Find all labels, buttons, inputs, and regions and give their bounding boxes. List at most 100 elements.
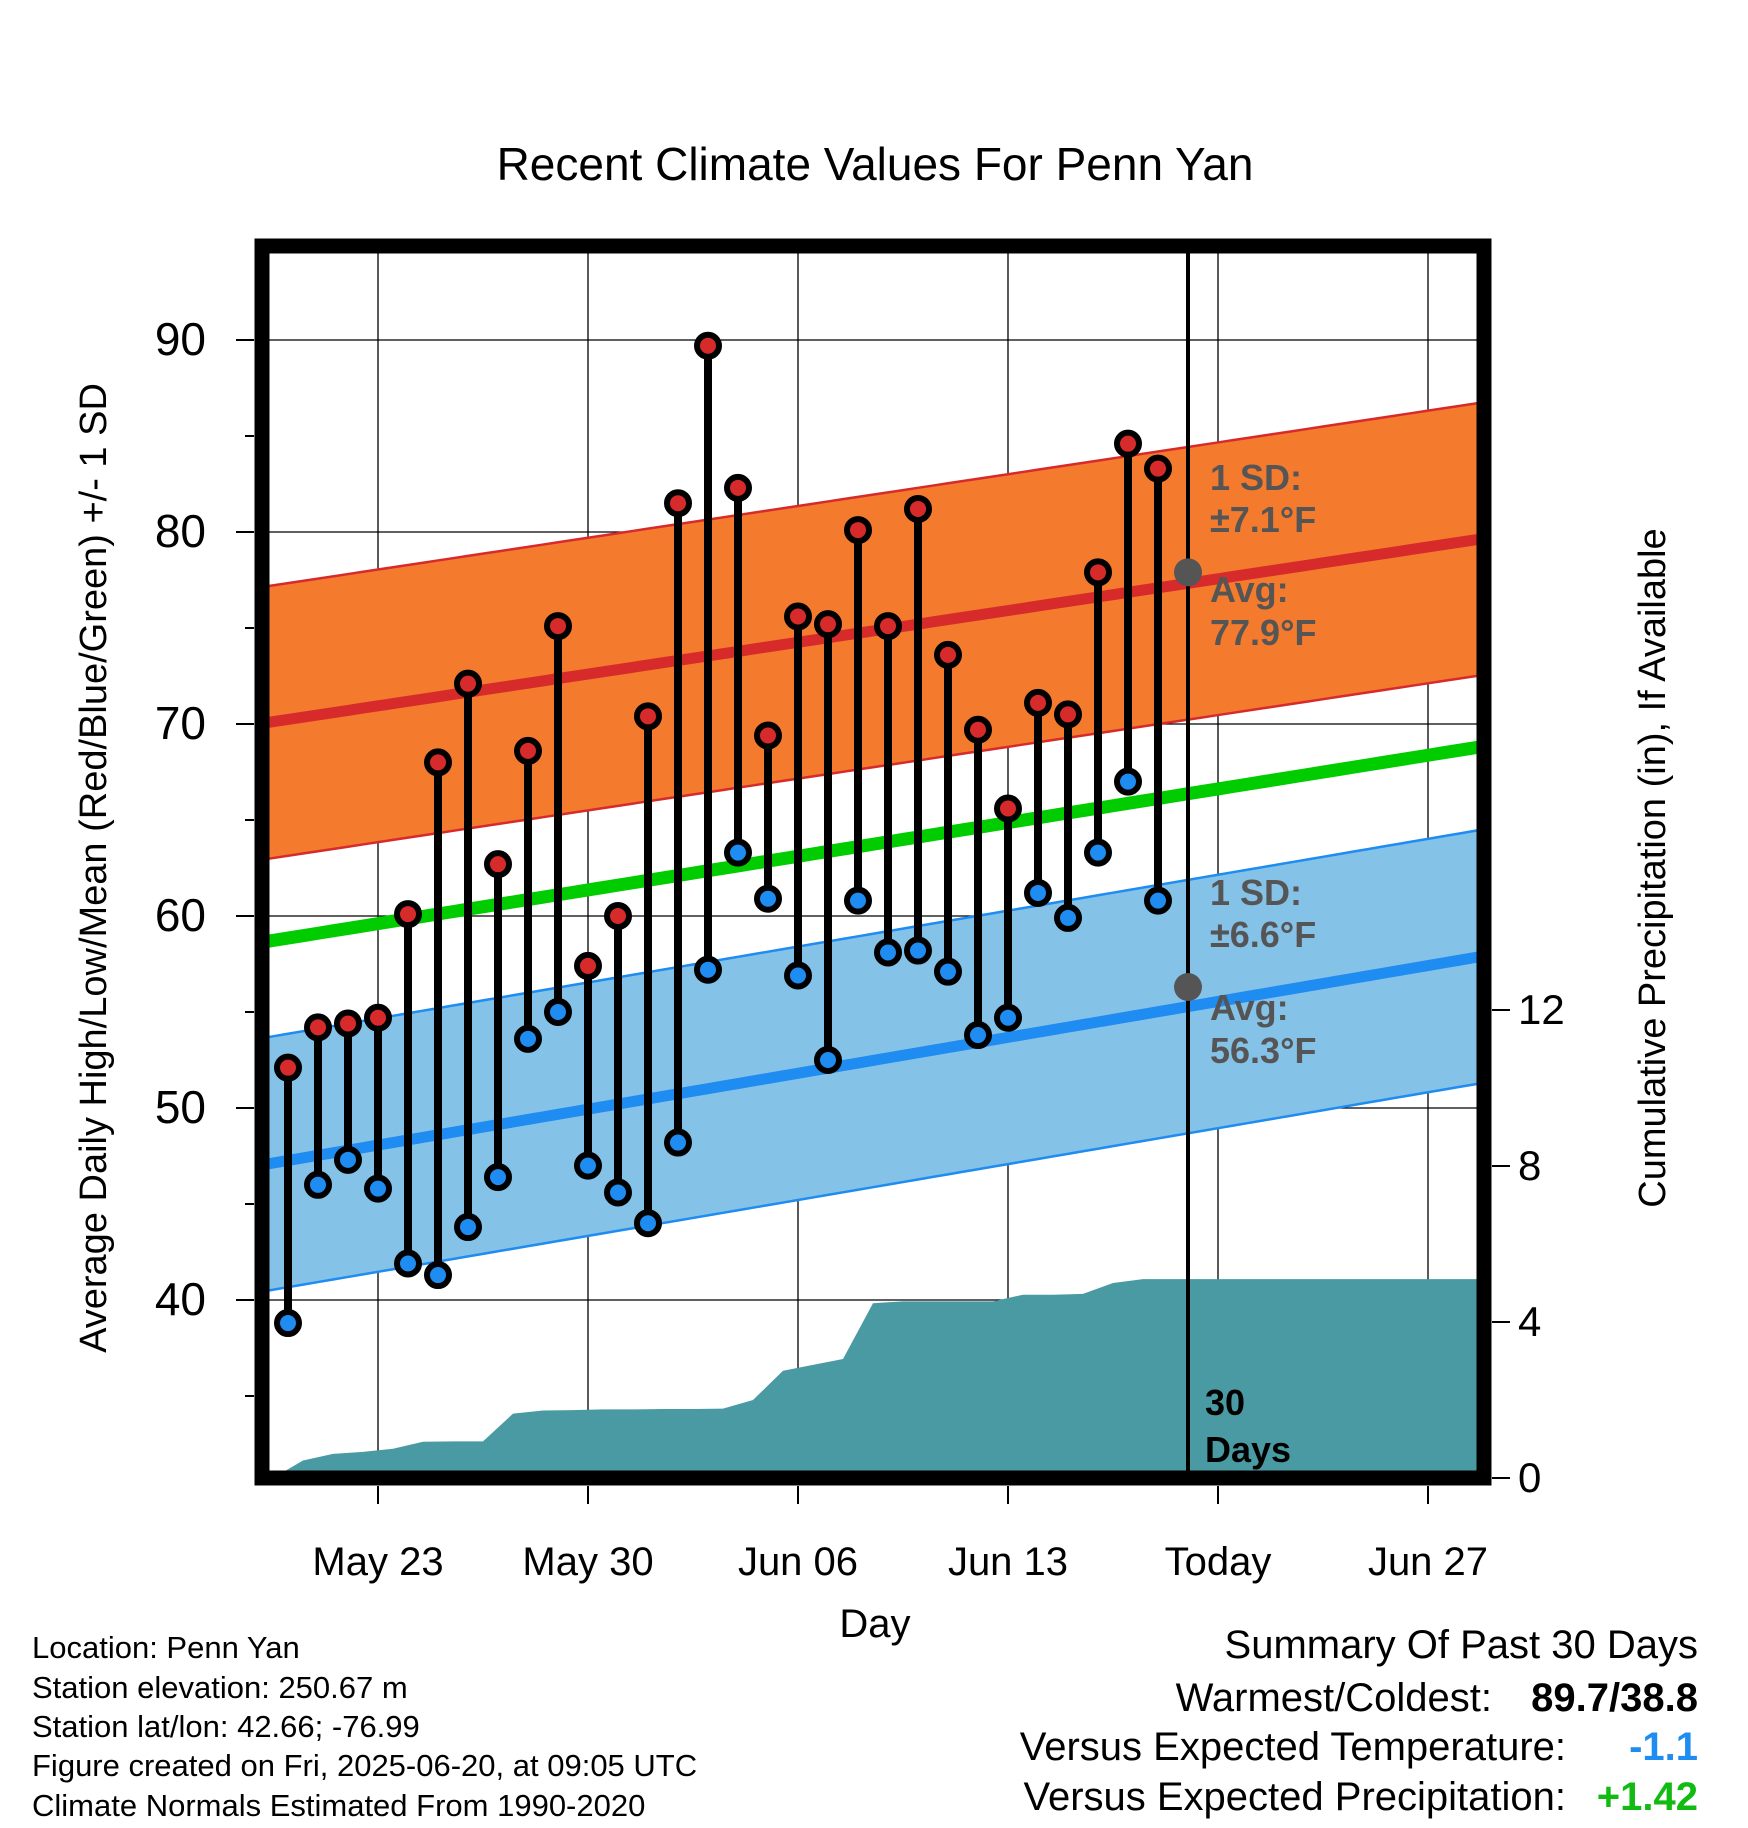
x-tick-label: May 30: [522, 1540, 653, 1584]
summary-heading: Summary Of Past 30 Days: [1225, 1623, 1698, 1667]
low-sd-lower-line: [262, 1081, 1484, 1293]
daily-high-point: [724, 473, 752, 502]
today-avg-low-marker: [1174, 973, 1202, 1002]
daily-low-point: [1144, 886, 1172, 915]
daily-low-point: [604, 1178, 632, 1207]
y-right-tick-label: 8: [1518, 1142, 1541, 1189]
chart-title: Recent Climate Values For Penn Yan: [497, 138, 1254, 190]
footer-normals: Climate Normals Estimated From 1990-2020: [32, 1788, 645, 1823]
daily-high-point: [1024, 688, 1052, 717]
daily-low-point: [484, 1163, 512, 1192]
daily-high-point: [1054, 700, 1082, 729]
daily-high-point: [334, 1009, 362, 1038]
daily-low-point: [364, 1174, 392, 1203]
y-axis-left-label: Average Daily High/Low/Mean (Red/Blue/Gr…: [73, 383, 115, 1353]
daily-high-point: [694, 331, 722, 360]
daily-high-point: [874, 612, 902, 641]
daily-high-point: [604, 902, 632, 930]
high-sd-value: ±7.1°F: [1210, 499, 1316, 540]
low-avg-label: Avg:: [1210, 987, 1289, 1028]
daily-low-point: [784, 961, 812, 990]
daily-low-point: [394, 1249, 422, 1278]
daily-low-point: [664, 1128, 692, 1157]
daily-low-point: [964, 1021, 992, 1050]
y-left-tick-label: 60: [155, 889, 206, 941]
daily-high-point: [934, 640, 962, 669]
y-left-tick-label: 90: [155, 313, 206, 365]
daily-high-point: [574, 951, 602, 980]
daily-high-point: [364, 1003, 392, 1032]
days-word: Days: [1205, 1429, 1291, 1470]
low-avg-value: 56.3°F: [1210, 1030, 1316, 1071]
daily-low-point: [574, 1151, 602, 1180]
y-right-tick-label: 4: [1518, 1298, 1541, 1345]
days-count: 30: [1205, 1382, 1245, 1423]
daily-low-point: [334, 1145, 362, 1174]
daily-high-point: [664, 489, 692, 518]
daily-high-point: [844, 516, 872, 545]
summary-temp-label: Versus Expected Temperature:: [1020, 1725, 1566, 1769]
daily-high-point: [544, 612, 572, 641]
summary-warm-cold-label: Warmest/Coldest:: [1176, 1676, 1492, 1720]
daily-low-point: [1084, 838, 1112, 867]
high-avg-label: Avg:: [1210, 569, 1289, 610]
precip-area: [273, 1279, 1484, 1478]
daily-high-point: [394, 900, 422, 929]
low-sd-label: 1 SD:: [1210, 872, 1302, 913]
daily-high-point: [784, 602, 812, 631]
today-avg-high-marker: [1174, 558, 1202, 587]
low-sd-value: ±6.6°F: [1210, 914, 1316, 955]
high-sd-label: 1 SD:: [1210, 457, 1302, 498]
x-tick-label: Today: [1165, 1540, 1272, 1584]
daily-low-point: [814, 1046, 842, 1074]
daily-high-point: [484, 850, 512, 879]
daily-low-point: [994, 1003, 1022, 1032]
plot-frame: [254, 238, 1492, 1486]
daily-high-point: [1114, 429, 1142, 458]
daily-low-point: [1114, 767, 1142, 796]
daily-low-point: [1024, 878, 1052, 907]
daily-high-point: [814, 610, 842, 639]
plot-interior: [262, 246, 1484, 1478]
daily-high-point: [1084, 558, 1112, 587]
summary-precip-label: Versus Expected Precipitation:: [1023, 1775, 1566, 1819]
plot-area: 40 50 60 70 80 90 0 4 8 12 May 23 May 30 Jun 06 Jun 1…: [155, 238, 1565, 1584]
daily-high-point: [754, 721, 782, 750]
daily-high-point: [304, 1013, 332, 1042]
daily-low-point: [544, 998, 572, 1026]
daily-low-point: [454, 1213, 482, 1242]
high-sd-upper-line: [262, 400, 1484, 589]
summary-precip-value: +1.42: [1597, 1775, 1698, 1819]
daily-low-point: [424, 1261, 452, 1290]
daily-high-point: [274, 1053, 302, 1082]
x-tick-label: Jun 27: [1368, 1540, 1488, 1584]
high-avg-value: 77.9°F: [1210, 612, 1316, 653]
daily-high-point: [994, 794, 1022, 823]
daily-high-point: [1144, 454, 1172, 483]
daily-low-point: [634, 1209, 662, 1238]
daily-low-point: [514, 1024, 542, 1053]
daily-low-point: [904, 936, 932, 965]
footer-created: Figure created on Fri, 2025-06-20, at 09…: [32, 1748, 697, 1783]
daily-high-point: [634, 702, 662, 731]
daily-low-point: [1054, 903, 1082, 932]
x-tick-label: Jun 06: [738, 1540, 858, 1584]
y-left-tick-label: 80: [155, 505, 206, 557]
footer-location: Location: Penn Yan: [32, 1630, 300, 1665]
daily-low-point: [724, 838, 752, 867]
footer-latlon: Station lat/lon: 42.66; -76.99: [32, 1709, 420, 1744]
y-left-tick-label: 50: [155, 1081, 206, 1133]
x-axis-label: Day: [839, 1602, 910, 1646]
daily-low-point: [934, 957, 962, 986]
daily-high-point: [454, 669, 482, 698]
y-left-tick-label: 70: [155, 697, 206, 749]
y-left-tick-label: 40: [155, 1273, 206, 1325]
daily-low-point: [844, 886, 872, 915]
daily-low-point: [274, 1309, 302, 1338]
daily-low-point: [874, 938, 902, 967]
daily-high-point: [424, 748, 452, 777]
x-tick-label: May 23: [312, 1540, 443, 1584]
daily-high-point: [514, 736, 542, 765]
y-axis-right-label: Cumulative Precipitation (in), If Availa…: [1632, 528, 1674, 1207]
